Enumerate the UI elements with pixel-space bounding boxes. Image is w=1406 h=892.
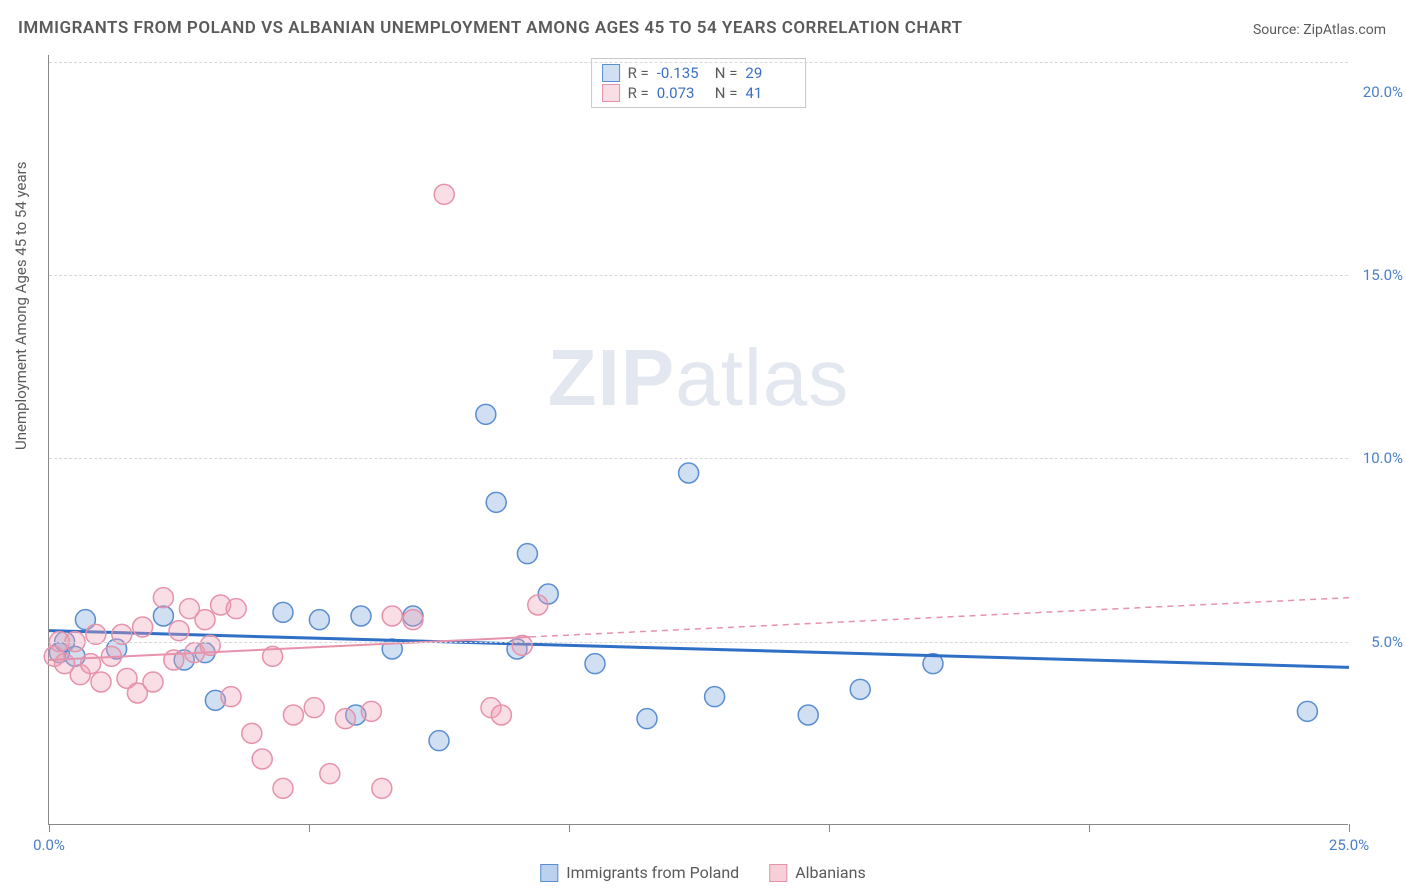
stats-legend-row: R = 0.073 N = 41 <box>602 83 796 103</box>
legend-label: Albanians <box>795 863 866 882</box>
scatter-point <box>81 654 101 674</box>
scatter-point <box>705 687 725 707</box>
gridline <box>49 458 1348 459</box>
scatter-point <box>403 610 423 630</box>
x-tick <box>309 824 310 832</box>
gridline <box>49 642 1348 643</box>
y-axis-label: Unemployment Among Ages 45 to 54 years <box>12 162 30 450</box>
source-label: Source: ZipAtlas.com <box>1253 22 1386 38</box>
scatter-point <box>242 723 262 743</box>
scatter-point <box>361 701 381 721</box>
scatter-point <box>850 679 870 699</box>
stat-n-label: N = <box>715 84 738 102</box>
stat-n-value: 41 <box>745 84 795 102</box>
plot-area: ZIPatlas R =-0.135N =29R =0.073N =41 5.0… <box>48 55 1348 825</box>
scatter-point <box>283 705 303 725</box>
scatter-point <box>226 599 246 619</box>
scatter-point <box>169 621 189 641</box>
scatter-point <box>273 778 293 798</box>
bottom-legend-item: Immigrants from Poland <box>540 863 739 882</box>
scatter-point <box>335 709 355 729</box>
x-tick-label: 25.0% <box>1329 836 1369 854</box>
scatter-point <box>153 588 173 608</box>
scatter-point <box>637 709 657 729</box>
scatter-point <box>476 404 496 424</box>
scatter-point <box>382 606 402 626</box>
scatter-point <box>429 731 449 751</box>
x-tick <box>569 824 570 832</box>
scatter-point <box>273 602 293 622</box>
trend-line-dashed <box>530 598 1349 637</box>
scatter-point <box>798 705 818 725</box>
stat-r-value: -0.135 <box>657 64 707 82</box>
stat-n-value: 29 <box>745 64 795 82</box>
x-tick-label: 0.0% <box>33 836 65 854</box>
scatter-point <box>486 492 506 512</box>
stat-r-label: R = <box>628 84 649 102</box>
y-tick-label: 20.0% <box>1363 83 1403 101</box>
scatter-point <box>679 463 699 483</box>
scatter-point <box>143 672 163 692</box>
x-tick <box>1349 824 1350 832</box>
x-tick <box>49 824 50 832</box>
legend-label: Immigrants from Poland <box>566 863 739 882</box>
x-tick <box>829 824 830 832</box>
scatter-point <box>252 749 272 769</box>
gridline <box>49 62 1348 63</box>
scatter-point <box>351 606 371 626</box>
trend-line <box>49 631 1349 668</box>
legend-swatch <box>540 864 558 882</box>
y-tick-label: 10.0% <box>1363 449 1403 467</box>
chart-title: IMMIGRANTS FROM POLAND VS ALBANIAN UNEMP… <box>18 18 963 38</box>
scatter-point <box>221 687 241 707</box>
scatter-point <box>304 698 324 718</box>
scatter-point <box>91 672 111 692</box>
scatter-point <box>491 705 511 725</box>
scatter-point <box>309 610 329 630</box>
scatter-point <box>372 778 392 798</box>
scatter-point <box>528 595 548 615</box>
scatter-point <box>517 544 537 564</box>
scatter-point <box>153 606 173 626</box>
legend-swatch <box>602 64 620 82</box>
y-tick-label: 15.0% <box>1363 266 1403 284</box>
stats-legend: R = -0.135 N = 29 R = 0.073 N = 41 <box>591 58 807 108</box>
y-tick-label: 5.0% <box>1371 633 1403 651</box>
bottom-legend: Immigrants from Poland Albanians <box>540 863 865 882</box>
stats-legend-row: R = -0.135 N = 29 <box>602 63 796 83</box>
stat-r-label: R = <box>628 64 649 82</box>
scatter-point <box>1297 701 1317 721</box>
scatter-point <box>434 184 454 204</box>
scatter-point <box>585 654 605 674</box>
scatter-svg <box>49 55 1348 824</box>
scatter-point <box>320 764 340 784</box>
x-tick <box>1089 824 1090 832</box>
legend-swatch <box>602 84 620 102</box>
legend-swatch <box>769 864 787 882</box>
stat-r-value: 0.073 <box>657 84 707 102</box>
bottom-legend-item: Albanians <box>769 863 866 882</box>
scatter-point <box>195 610 215 630</box>
stat-n-label: N = <box>715 64 738 82</box>
scatter-point <box>133 617 153 637</box>
gridline <box>49 275 1348 276</box>
